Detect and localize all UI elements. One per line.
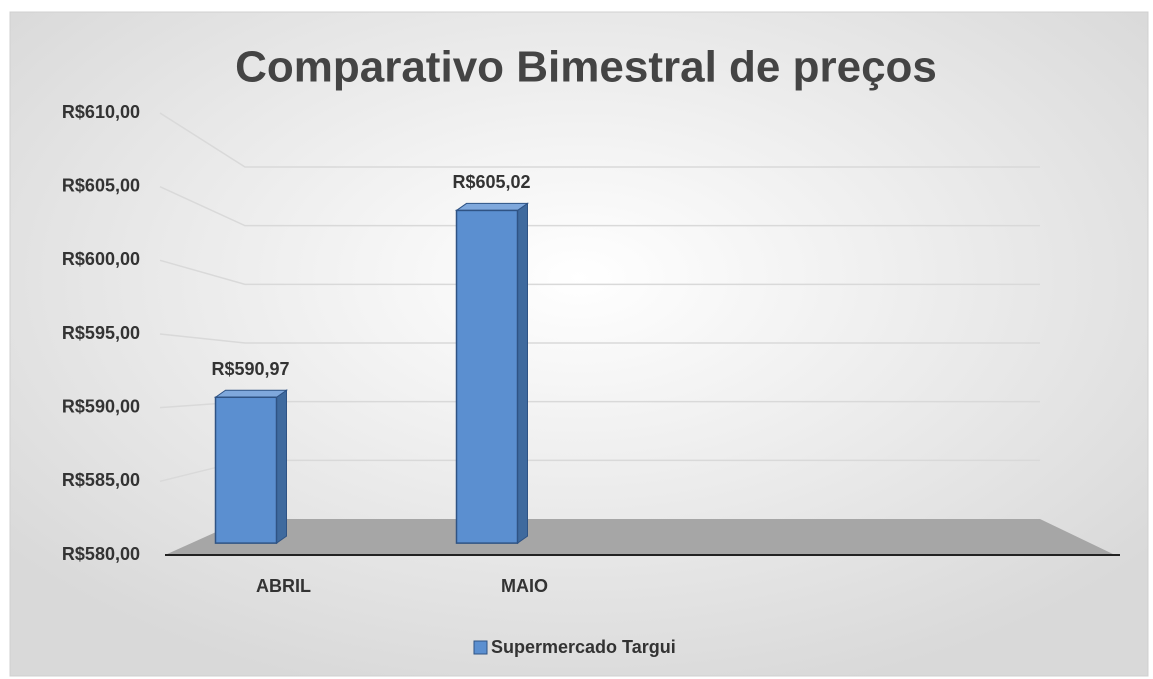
x-tick-label: MAIO bbox=[501, 576, 548, 596]
bar bbox=[455, 209, 519, 544]
y-tick-label: R$585,00 bbox=[62, 470, 140, 490]
grid-line bbox=[159, 333, 1040, 344]
bar-side bbox=[276, 389, 287, 545]
grid-line bbox=[159, 112, 1040, 168]
y-tick-label: R$610,00 bbox=[62, 102, 140, 122]
bar-side bbox=[517, 202, 528, 545]
legend-swatch bbox=[473, 640, 488, 655]
x-tick-label: ABRIL bbox=[256, 576, 311, 596]
chart-background bbox=[9, 11, 1149, 677]
legend-label: Supermercado Targui bbox=[491, 637, 676, 657]
bar bbox=[214, 396, 278, 544]
y-tick-label: R$580,00 bbox=[62, 544, 140, 564]
grid-line bbox=[159, 259, 1040, 286]
floor bbox=[165, 519, 1115, 555]
data-label: R$605,02 bbox=[452, 172, 530, 192]
bar-top bbox=[213, 389, 289, 398]
y-tick-label: R$605,00 bbox=[62, 175, 140, 195]
y-tick-label: R$595,00 bbox=[62, 323, 140, 343]
data-label: R$590,97 bbox=[211, 359, 289, 379]
chart-title: Comparativo Bimestral de preços bbox=[235, 43, 937, 92]
y-tick-label: R$590,00 bbox=[62, 396, 140, 416]
bar-top bbox=[454, 202, 530, 211]
y-tick-label: R$600,00 bbox=[62, 249, 140, 269]
grid-line bbox=[159, 185, 1040, 227]
